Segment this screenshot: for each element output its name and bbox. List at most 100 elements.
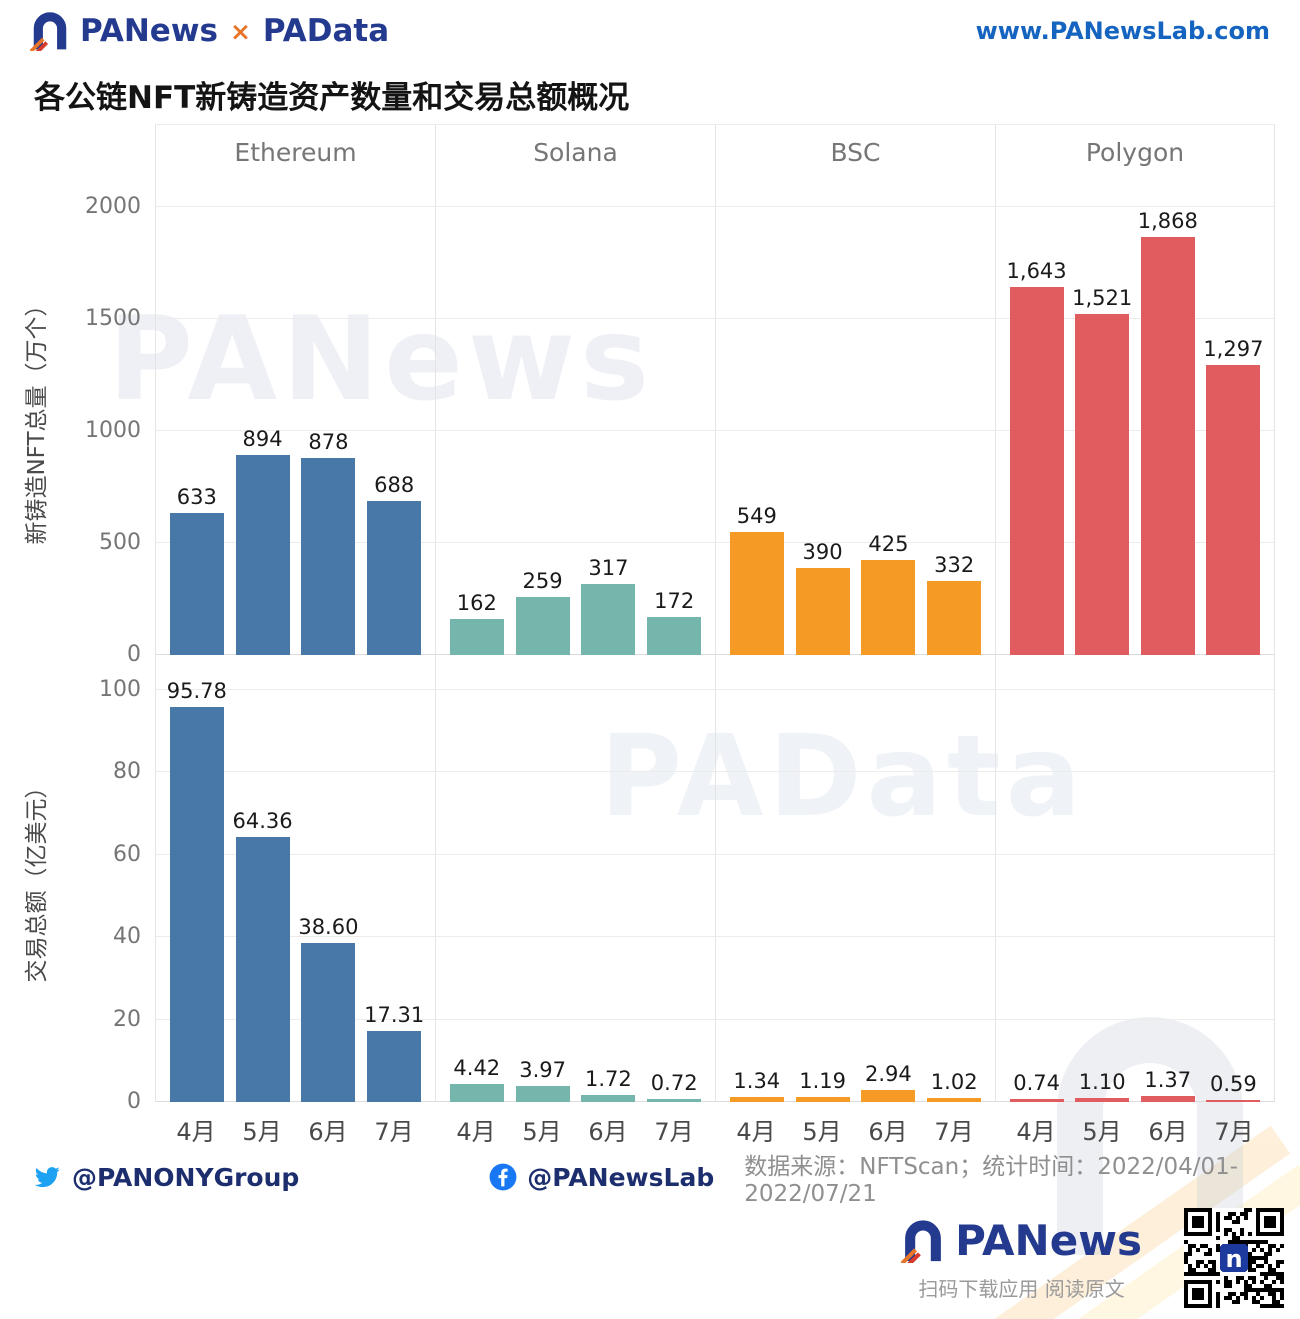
bar-value-label: 390 xyxy=(802,539,843,564)
y-tick-label: 60 xyxy=(113,841,141,867)
bar-cell: 1.10 xyxy=(1071,1070,1133,1102)
chart-title: 各公链NFT新铸造资产数量和交易总额概况 xyxy=(34,80,630,116)
facebook-icon xyxy=(489,1163,517,1191)
bar-value-label: 162 xyxy=(456,590,497,615)
bottom-bar: PANews 扫码下载应用 阅读原文 n xyxy=(0,1202,1300,1319)
bar-cell: 1.02 xyxy=(923,1070,985,1102)
x-tick-label: 6月 xyxy=(308,1118,348,1146)
bar-polygon-7月 xyxy=(1206,1099,1261,1102)
bar-solana-7月 xyxy=(647,616,702,655)
bar-value-label: 1,521 xyxy=(1072,286,1133,311)
plot-mint-volume: 633 894 878 688 162 259 317 172 549 390 425 332 1,64… xyxy=(155,182,1275,655)
bar-polygon-6月 xyxy=(1140,1096,1195,1102)
bar-polygon-5月 xyxy=(1075,1097,1130,1102)
x-tick-label: 6月 xyxy=(588,1118,628,1146)
bar-value-label: 1,643 xyxy=(1006,259,1067,283)
bar-cell: 1.37 xyxy=(1137,1068,1199,1102)
x-axis: 4月 5月 6月 7月 4月 5月 6月 7月 4月 5月 6月 7月 4月 5月 6月 7月 xyxy=(155,1102,1275,1152)
y-tick-label: 100 xyxy=(99,677,141,702)
bar-solana-6月 xyxy=(581,584,636,655)
bar-cell: 259 xyxy=(512,569,574,655)
bar-cell: 162 xyxy=(446,591,508,655)
bar-value-label: 549 xyxy=(736,504,777,528)
bar-polygon-5月 xyxy=(1075,314,1130,655)
chart-row-trade-value: 交易总额（亿美元） 0 20 40 60 80 100 95.78 64.36 38.60 17… xyxy=(0,655,1300,1114)
y-axis-title-mint-volume: 新铸造NFT总量（万个） xyxy=(24,292,50,545)
bar-ethereum-6月 xyxy=(301,943,356,1102)
facet-header-polygon: Polygon xyxy=(995,125,1275,182)
bar-value-label: 332 xyxy=(934,552,975,577)
twitter-handle: @PANONYGroup xyxy=(72,1162,300,1192)
bar-solana-4月 xyxy=(449,618,504,655)
bar-ethereum-7月 xyxy=(367,1030,422,1102)
facet-header-ethereum: Ethereum xyxy=(155,125,435,182)
bar-value-label: 0.72 xyxy=(650,1071,698,1095)
facet-bsc: 549 390 425 332 xyxy=(715,182,995,655)
bar-cell: 894 xyxy=(232,427,294,655)
facebook-handle: @PANewsLab xyxy=(527,1162,715,1192)
y-tick-label: 0 xyxy=(127,642,141,667)
bar-cell: 332 xyxy=(923,553,985,655)
y-axis-mint-volume: 新铸造NFT总量（万个） 0 500 1000 1500 2000 xyxy=(0,182,155,667)
footer: @PANONYGroup @PANewsLab 数据来源：NFTScan；统计时… xyxy=(0,1152,1300,1207)
y-tick-label: 2000 xyxy=(85,194,141,219)
facet-header-row: Ethereum Solana BSC Polygon xyxy=(0,124,1300,182)
bar-cell: 390 xyxy=(792,540,854,655)
bar-value-label: 2.94 xyxy=(865,1061,912,1086)
bar-bsc-7月 xyxy=(927,580,982,655)
facet-ethereum: 633 894 878 688 xyxy=(155,182,435,655)
bar-cell: 4.42 xyxy=(446,1056,508,1102)
facet-solana: 162 259 317 172 xyxy=(435,182,715,655)
chart: Ethereum Solana BSC Polygon 新铸造NFT总量（万个） 0 5… xyxy=(0,124,1300,1152)
bar-solana-5月 xyxy=(515,597,570,655)
bar-bsc-6月 xyxy=(861,1089,916,1102)
bar-cell: 633 xyxy=(166,485,228,655)
chart-row-mint-volume: 新铸造NFT总量（万个） 0 500 1000 1500 2000 633 894 878 6… xyxy=(0,182,1300,667)
bar-value-label: 259 xyxy=(522,569,563,593)
bar-cell: 1.34 xyxy=(726,1068,788,1102)
data-source: 数据来源：NFTScan；统计时间：2022/04/01-2022/07/21 xyxy=(744,1154,1239,1207)
x-tick-label: 5月 xyxy=(1082,1118,1122,1146)
facet-bsc: 1.34 1.19 2.94 1.02 xyxy=(715,655,995,1102)
brand-panews-bottom: PANews xyxy=(955,1216,1142,1265)
x-tick-label: 7月 xyxy=(1214,1118,1254,1146)
y-tick-label: 0 xyxy=(127,1089,141,1114)
bar-value-label: 425 xyxy=(868,531,909,556)
bar-ethereum-5月 xyxy=(235,454,290,655)
qr-caption: 扫码下载应用 阅读原文 xyxy=(918,1277,1125,1301)
bar-cell: 1,868 xyxy=(1137,209,1199,655)
bar-bsc-4月 xyxy=(729,532,784,655)
bar-value-label: 1.19 xyxy=(799,1069,846,1094)
x-tick-label: 7月 xyxy=(934,1118,974,1146)
x-facet: 4月 5月 6月 7月 xyxy=(435,1102,715,1152)
header: PANews × PAData www.PANewsLab.com xyxy=(0,0,1300,62)
x-facet: 4月 5月 6月 7月 xyxy=(155,1102,435,1152)
bar-value-label: 1.34 xyxy=(733,1068,781,1093)
y-axis-title-trade-value: 交易总额（亿美元） xyxy=(24,775,50,982)
bar-value-label: 64.36 xyxy=(232,808,293,833)
bar-solana-5月 xyxy=(515,1085,570,1102)
bar-cell: 172 xyxy=(643,589,705,655)
x-axis-row: 4月 5月 6月 7月 4月 5月 6月 7月 4月 5月 6月 7月 4月 5月 6月 7月 xyxy=(0,1102,1300,1152)
bar-ethereum-4月 xyxy=(169,513,224,655)
bar-cell: 0.59 xyxy=(1202,1072,1264,1102)
svg-text:n: n xyxy=(1225,1245,1242,1273)
bar-cell: 3.97 xyxy=(512,1058,574,1102)
bar-cell: 38.60 xyxy=(297,915,359,1102)
y-tick-label: 20 xyxy=(113,1006,141,1032)
bar-ethereum-4月 xyxy=(169,707,224,1102)
bar-bsc-7月 xyxy=(927,1097,982,1102)
x-tick-label: 7月 xyxy=(654,1118,694,1146)
x-tick-label: 5月 xyxy=(802,1118,842,1146)
bar-cell: 1,643 xyxy=(1006,259,1068,655)
bar-bsc-5月 xyxy=(795,567,850,655)
plot-trade-value: 95.78 64.36 38.60 17.31 4.42 3.97 1.72 0.72 1.34… xyxy=(155,655,1275,1102)
facet-ethereum: 95.78 64.36 38.60 17.31 xyxy=(155,655,435,1102)
bar-cell: 0.74 xyxy=(1006,1071,1068,1102)
bar-value-label: 894 xyxy=(242,426,283,451)
x-tick-label: 4月 xyxy=(1016,1118,1056,1146)
bar-polygon-7月 xyxy=(1206,364,1261,655)
brand-block: PANews 扫码下载应用 阅读原文 xyxy=(901,1216,1142,1302)
facet-polygon: 0.74 1.10 1.37 0.59 xyxy=(995,655,1275,1102)
